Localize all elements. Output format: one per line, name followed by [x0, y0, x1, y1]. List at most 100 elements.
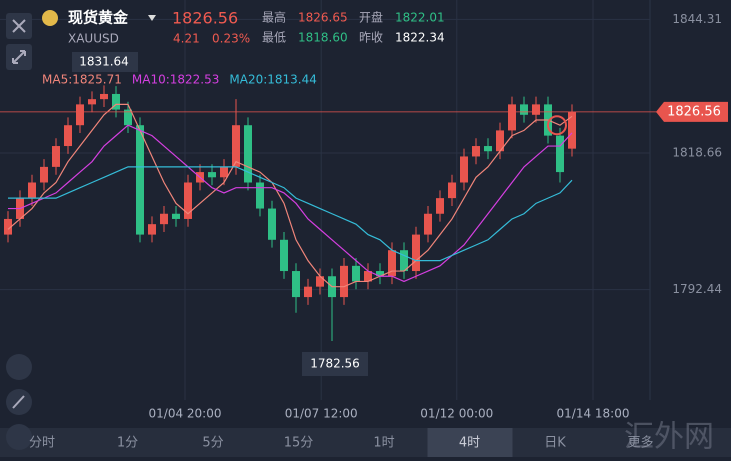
candle-body [244, 125, 252, 183]
tab[interactable]: 更多 [627, 435, 653, 451]
x-tick-label: 01/12 00:00 [420, 407, 493, 421]
candle-body [316, 276, 324, 287]
tab[interactable]: 15分 [284, 436, 314, 451]
legend-entry: MA20:1813.44 [229, 73, 317, 87]
y-tick-label: 1844.31 [672, 12, 722, 26]
indicator-button[interactable] [6, 354, 32, 380]
close-icon [12, 19, 26, 33]
low-value: 1818.60 [298, 31, 348, 45]
last-price-marker [547, 115, 567, 136]
open-label: 开盘 [359, 10, 383, 25]
candle-body [52, 146, 60, 167]
toolbar [6, 10, 156, 450]
y-tick-label: 1792.44 [672, 282, 722, 296]
candle-body [148, 224, 156, 235]
ma-line [8, 124, 573, 283]
high-label: 最高 [262, 10, 286, 25]
plot: 1792.44 1818.66 1844.31 01/04 20:00 01/07 12… [0, 0, 722, 421]
candle-body [460, 156, 468, 183]
tab[interactable]: 分时 [29, 436, 55, 451]
candle-body [388, 250, 396, 277]
study-button[interactable] [6, 424, 32, 450]
candle-body [280, 239, 288, 272]
candle-body [568, 111, 576, 149]
candle-body [256, 182, 264, 209]
price: 1826.56 [172, 9, 238, 28]
candle-body [520, 104, 528, 115]
candle-body [232, 125, 240, 167]
candle-body [184, 182, 192, 219]
candle-body [4, 218, 12, 235]
candle-body [172, 213, 180, 219]
candle-body [112, 93, 120, 110]
high-callout-box [72, 52, 138, 72]
tab[interactable]: 日K [544, 436, 566, 451]
candle-body [76, 104, 84, 126]
candle-body [448, 182, 456, 199]
open-value: 1822.01 [395, 11, 445, 25]
legend-entry: MA10:1822.53 [132, 73, 220, 87]
candle-body [64, 125, 72, 147]
tab-active [427, 428, 513, 457]
prev-value: 1822.34 [395, 31, 445, 45]
candle-body [532, 104, 540, 115]
draw-icon [12, 395, 25, 409]
candle-body [508, 104, 516, 131]
legend-entry: MA5:1825.71 [42, 73, 122, 87]
candle-body [412, 234, 420, 272]
watermark: 汇外网 [624, 420, 714, 455]
ma-line [7, 103, 573, 288]
x-tick-label: 01/04 20:00 [149, 407, 222, 421]
change-pct: 0.23% [212, 32, 250, 46]
high-callout: 1831.64 [79, 55, 129, 69]
x-tick-label: 01/07 12:00 [285, 407, 358, 421]
candle-body [340, 265, 348, 298]
change: 4.21 [173, 32, 200, 46]
candle-body [400, 250, 408, 272]
tab-bar [0, 428, 731, 457]
candle-body [136, 125, 144, 235]
y-tick-label: 1818.66 [672, 146, 722, 160]
candle-body [436, 198, 444, 214]
instrument-name: 现货黄金 [68, 9, 129, 27]
high-value: 1826.65 [298, 11, 348, 25]
tab[interactable]: 1时 [373, 436, 394, 451]
candle-body [268, 208, 276, 240]
tab[interactable]: 1分 [117, 436, 138, 451]
gold-icon [42, 10, 58, 26]
candle-body [208, 172, 216, 178]
last-price-tag [656, 101, 728, 122]
low-callout-box [302, 352, 368, 376]
candle-body [28, 182, 36, 199]
candle-body [124, 109, 132, 126]
candle-body [292, 271, 300, 298]
last-price-label: 1826.56 [667, 104, 721, 119]
candle-body [352, 265, 360, 282]
tab[interactable]: 4时 [459, 436, 480, 451]
candle-body [556, 135, 564, 173]
x-tick-label: 01/14 18:00 [557, 407, 630, 421]
candle-body [364, 271, 372, 282]
symbol: XAUUSD [68, 32, 119, 46]
low-label: 最低 [262, 31, 286, 45]
expand-icon [12, 50, 26, 64]
candle-body [40, 166, 48, 183]
candle-body [376, 271, 384, 277]
tab[interactable]: 5分 [202, 436, 223, 451]
candle-body [220, 166, 228, 178]
candle-body [484, 146, 492, 152]
candle-body [424, 213, 432, 235]
low-callout: 1782.56 [310, 357, 360, 371]
candle-body [88, 99, 96, 105]
candle-body [304, 286, 312, 298]
candle-body [160, 213, 168, 225]
candle-body [496, 130, 504, 152]
dropdown-arrow[interactable] [148, 15, 156, 21]
ma-line [8, 166, 573, 262]
candle-body [100, 93, 108, 100]
prev-label: 昨收 [359, 31, 383, 45]
candle-body [472, 146, 480, 157]
